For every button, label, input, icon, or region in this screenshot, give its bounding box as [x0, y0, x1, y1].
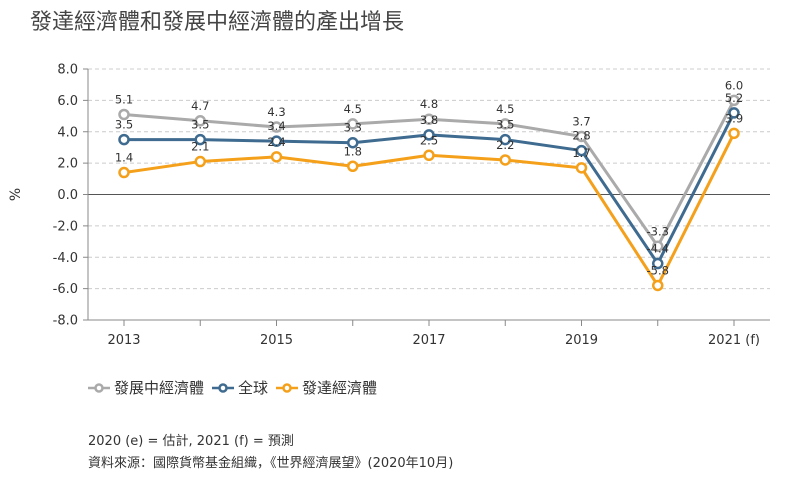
data-label: 1.8	[344, 144, 362, 158]
y-tick-label: 8.0	[57, 63, 78, 78]
legend-marker-developing	[88, 382, 110, 393]
data-label: -5.8	[647, 263, 669, 277]
line-chart: 8.0 6.0 4.0 2.0 0.0 -2.0 -4.0 -6.0 -8.0% 2013 2015…	[8, 63, 770, 348]
data-point	[423, 113, 435, 125]
y-tick-label: -6.0	[53, 282, 78, 297]
data-label: 3.8	[420, 113, 438, 127]
y-axis-title: %	[8, 188, 24, 201]
data-point	[270, 151, 283, 163]
data-label: 2.1	[191, 140, 209, 154]
data-point	[347, 160, 359, 173]
data-point	[499, 118, 511, 130]
y-tick-label: -2.0	[53, 219, 78, 234]
data-label: 4.8	[420, 97, 438, 111]
data-point	[652, 240, 664, 253]
x-tick-label: 2017	[412, 333, 445, 348]
data-point	[118, 133, 130, 146]
data-label: 5.1	[115, 92, 133, 106]
data-label: 3.3	[344, 121, 362, 135]
data-point	[728, 127, 740, 140]
data-point	[270, 135, 283, 147]
data-point	[652, 279, 664, 292]
y-tick-label: -4.0	[53, 251, 78, 266]
legend-marker-advanced	[276, 382, 299, 393]
legend-item-advanced[interactable]: 發達經濟體	[276, 377, 377, 398]
data-point	[194, 133, 206, 146]
y-tick-label: 4.0	[57, 125, 78, 140]
data-point	[347, 118, 359, 130]
legend-item-developing[interactable]: 發展中經濟體	[88, 377, 204, 398]
footnote-estimate: 2020 (e) = 估計, 2021 (f) = 預測	[88, 434, 294, 449]
axes: 8.0 6.0 4.0 2.0 0.0 -2.0 -4.0 -6.0 -8.0% 2013 2015…	[8, 63, 770, 348]
chart-title: 發達經濟體和發展中經濟體的產出增長	[30, 10, 405, 35]
data-point	[194, 155, 206, 168]
y-tick-label: 0.0	[57, 188, 78, 203]
data-label: 4.5	[496, 102, 514, 116]
data-label: 3.5	[191, 118, 209, 132]
data-label: 1.4	[115, 151, 133, 165]
y-tick-label: -8.0	[53, 314, 78, 329]
data-label: 4.3	[267, 105, 285, 119]
data-point	[652, 257, 664, 270]
data-labels: 5.1 4.7 4.3 4.5 4.8 4.5 3.7 -3.3 6.0 3.5 3.5 3.4 3.3…	[115, 78, 743, 277]
data-point	[423, 149, 435, 162]
data-label: -4.4	[647, 242, 669, 256]
legend-label-advanced: 發達經濟體	[302, 379, 378, 397]
data-point	[728, 94, 740, 107]
x-tick-label: 2013	[107, 333, 140, 348]
x-tick-label: 2015	[260, 333, 293, 348]
data-label: 3.7	[572, 114, 590, 128]
data-point	[118, 108, 130, 121]
data-label: 3.4	[267, 119, 285, 133]
y-tick-label: 6.0	[57, 94, 78, 109]
data-label: 5.2	[725, 91, 743, 105]
legend-label-world: 全球	[238, 379, 269, 397]
data-point	[499, 154, 511, 166]
x-tick-label: 2021 (f)	[708, 333, 760, 348]
data-point	[194, 115, 206, 127]
legend-marker-world	[212, 382, 235, 393]
legend: 發展中經濟體 全球 發達經濟體	[88, 377, 385, 398]
data-label: 2.2	[496, 138, 514, 152]
data-label: 3.5	[115, 118, 133, 132]
data-point	[270, 121, 283, 133]
data-label: -3.3	[647, 224, 669, 238]
data-point	[499, 133, 511, 146]
data-label: 4.5	[344, 102, 362, 116]
data-point	[575, 162, 588, 174]
data-point	[423, 129, 435, 141]
data-label: 1.7	[572, 146, 590, 160]
x-tick-label: 2019	[565, 333, 598, 348]
data-label: 6.0	[725, 78, 743, 92]
footnote-source: 資料來源：國際貨幣基金組織，《世界經濟展望》(2020年10月)	[88, 456, 454, 471]
data-label: 3.9	[725, 111, 743, 125]
y-tick-label: 2.0	[57, 157, 78, 172]
data-label: 2.5	[420, 133, 438, 147]
data-label: 2.4	[267, 135, 285, 149]
data-label: 4.7	[191, 99, 209, 113]
legend-item-world[interactable]: 全球	[212, 377, 268, 398]
data-point	[575, 130, 588, 143]
data-point	[118, 166, 130, 179]
legend-label-developing: 發展中經濟體	[114, 379, 205, 397]
data-label: 2.8	[572, 129, 590, 143]
data-label: 3.5	[496, 118, 514, 132]
series-lines	[118, 94, 740, 292]
data-point	[575, 144, 588, 157]
data-point	[728, 107, 740, 119]
data-point	[347, 136, 359, 149]
